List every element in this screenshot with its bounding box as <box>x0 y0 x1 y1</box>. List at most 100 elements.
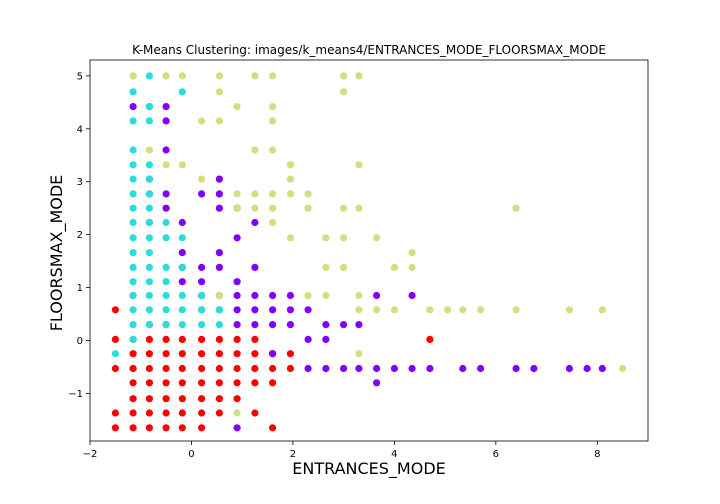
data-point-red <box>269 379 277 387</box>
data-point-cyan <box>215 306 223 314</box>
data-point-khaki <box>444 306 452 314</box>
data-point-khaki <box>390 263 398 271</box>
x-tick-label: 6 <box>493 449 499 460</box>
data-point-khaki <box>233 204 241 212</box>
chart-title: K-Means Clustering: images/k_means4/ENTR… <box>132 43 606 57</box>
data-point-red <box>198 350 206 358</box>
y-axis-title: FLOORSMAX_MODE <box>47 175 67 332</box>
data-point-khaki <box>286 175 294 183</box>
data-point-khaki <box>286 190 294 198</box>
data-point-purple <box>408 291 416 300</box>
data-point-khaki <box>355 72 363 80</box>
data-point-red <box>111 364 119 373</box>
data-point-khaki <box>355 291 363 300</box>
data-point-purple <box>251 291 259 300</box>
data-point-cyan <box>198 306 206 314</box>
data-point-red <box>129 350 137 358</box>
data-point-purple <box>408 364 416 373</box>
data-point-purple <box>233 306 241 314</box>
data-point-purple <box>251 321 259 329</box>
data-point-purple <box>304 364 312 373</box>
y-tick-label: 3 <box>77 177 83 188</box>
data-point-purple <box>373 291 381 300</box>
data-point-red <box>233 364 241 373</box>
data-point-red <box>251 335 259 343</box>
data-point-cyan <box>129 146 137 154</box>
data-point-red <box>111 335 119 343</box>
data-point-khaki <box>286 234 294 242</box>
data-point-khaki <box>215 117 223 125</box>
data-point-cyan <box>129 249 137 257</box>
data-point-red <box>178 395 186 403</box>
data-point-khaki <box>459 306 467 314</box>
data-point-red <box>178 350 186 358</box>
y-tick-label: −1 <box>68 389 83 400</box>
data-point-purple <box>304 335 312 343</box>
data-point-cyan <box>162 218 170 227</box>
data-point-khaki <box>162 72 170 80</box>
data-point-cyan <box>129 117 137 125</box>
data-point-cyan <box>129 88 137 96</box>
data-point-purple <box>269 306 277 314</box>
data-point-purple <box>233 291 241 300</box>
data-point-red <box>233 379 241 387</box>
data-point-cyan <box>178 234 186 242</box>
data-point-khaki <box>598 306 606 314</box>
data-point-cyan <box>162 306 170 314</box>
data-point-red <box>162 395 170 403</box>
data-point-purple <box>233 234 241 242</box>
data-point-khaki <box>565 306 574 314</box>
data-point-red <box>162 424 170 432</box>
data-point-cyan <box>162 234 170 242</box>
x-axis-title: ENTRANCES_MODE <box>292 459 446 479</box>
data-point-red <box>178 424 186 432</box>
data-point-red <box>178 364 186 373</box>
data-point-cyan <box>129 335 137 343</box>
data-point-purple <box>215 263 223 271</box>
data-point-cyan <box>129 204 137 212</box>
data-point-purple <box>178 249 186 257</box>
data-point-red <box>145 409 153 417</box>
data-point-purple <box>162 204 170 212</box>
data-point-cyan <box>178 263 186 271</box>
data-point-purple <box>322 335 330 343</box>
x-tick-label: −2 <box>83 449 98 460</box>
data-point-purple <box>340 321 348 329</box>
data-point-red <box>269 364 277 373</box>
data-point-red <box>111 409 119 417</box>
data-point-cyan <box>178 306 186 314</box>
data-point-purple <box>251 306 259 314</box>
data-point-purple <box>583 364 591 373</box>
data-point-khaki <box>340 204 348 212</box>
data-point-red <box>251 409 259 417</box>
data-point-red <box>233 335 241 343</box>
data-point-red <box>129 424 137 432</box>
data-point-cyan <box>145 161 153 169</box>
data-point-cyan <box>145 278 153 286</box>
data-point-red <box>162 335 170 343</box>
data-point-cyan <box>145 190 153 198</box>
data-point-purple <box>233 424 241 432</box>
x-tick-label: 0 <box>188 449 194 460</box>
data-point-purple <box>251 218 259 227</box>
data-point-cyan <box>145 218 153 227</box>
data-point-khaki <box>340 88 348 96</box>
data-point-khaki <box>233 190 241 198</box>
data-point-khaki <box>373 234 381 242</box>
data-point-khaki <box>215 291 223 300</box>
data-point-cyan <box>145 175 153 183</box>
data-point-purple <box>426 364 434 373</box>
data-point-purple <box>233 278 241 286</box>
data-point-khaki <box>373 306 381 314</box>
data-point-cyan <box>129 278 137 286</box>
y-tick-label: 4 <box>77 124 83 135</box>
data-point-purple <box>215 190 223 198</box>
data-point-red <box>251 379 259 387</box>
data-point-khaki <box>355 306 363 314</box>
data-point-cyan <box>145 103 153 111</box>
data-point-red <box>198 335 206 343</box>
data-point-cyan <box>145 263 153 271</box>
data-point-khaki <box>304 190 312 198</box>
data-point-khaki <box>426 306 434 314</box>
